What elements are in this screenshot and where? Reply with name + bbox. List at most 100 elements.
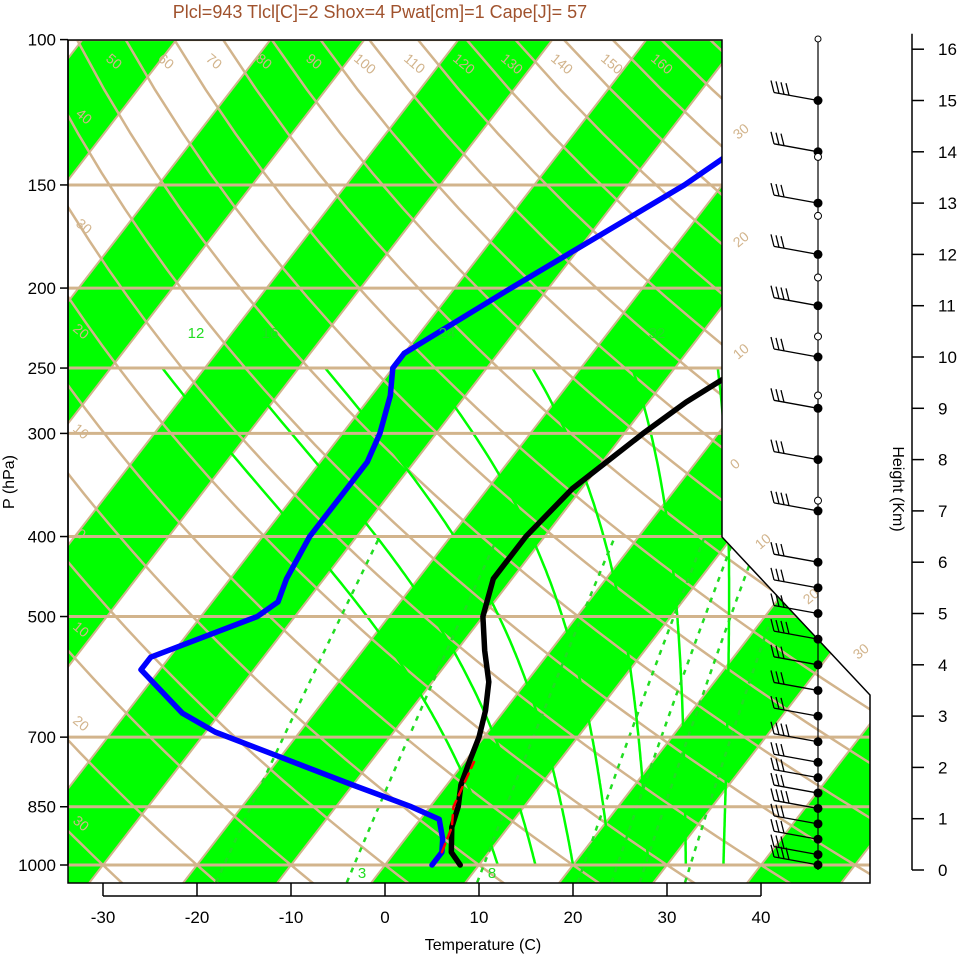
isotherm (736, 40, 870, 883)
wind-barb-flag (780, 389, 785, 403)
wind-barb-flag (780, 82, 785, 95)
dry-adiabat (75, 40, 870, 883)
wind-open-dot (814, 211, 822, 220)
pressure-tick-label: 100 (28, 31, 56, 50)
wind-barb-flag (780, 790, 785, 803)
mixing-ratio-label: 24 (439, 325, 456, 342)
wind-barb-flag (770, 695, 775, 709)
moist-adiabat (631, 367, 688, 865)
wind-barb (770, 644, 819, 666)
dry-adiabat (68, 40, 812, 883)
wind-barb-flag (780, 805, 785, 818)
wind-barb-shaft (773, 845, 819, 856)
mixing-ratio-label: 8 (488, 865, 496, 882)
height-tick-label: 7 (938, 502, 947, 521)
wind-barb (770, 439, 819, 461)
moist-adiabat (324, 367, 575, 866)
moist-adiabat (424, 367, 612, 866)
temperature-tick-label: 10 (470, 908, 489, 927)
wind-barb-flag (780, 287, 785, 300)
wind-barb (770, 131, 819, 153)
wind-barb-flag (775, 758, 780, 771)
wind-barb-flag (770, 834, 775, 847)
temperature-tick-label: 40 (752, 908, 771, 927)
wind-barb-flag (770, 670, 775, 683)
wind-barb-flag (770, 757, 775, 770)
pressure-tick-label: 150 (28, 176, 56, 195)
wind-barb-flag (770, 721, 775, 734)
wind-barb-flag (770, 772, 775, 786)
wind-barb-shaft (773, 815, 819, 825)
wind-barb-flag (785, 724, 790, 737)
wind-barb-flag (780, 759, 785, 772)
wind-barb-shaft (773, 707, 819, 717)
isotherm-label: 30 (850, 640, 872, 662)
wind-barb-flag (775, 568, 780, 581)
wind-profile (770, 35, 823, 870)
wind-barb-shaft (773, 769, 819, 779)
isotherm (68, 40, 465, 883)
temperature-band (549, 40, 870, 883)
wind-barb-shaft (773, 91, 819, 102)
wind-barb (770, 567, 819, 589)
wind-barb-flag (775, 542, 780, 556)
pressure-tick-label: 300 (28, 424, 56, 443)
wind-barb-flag (775, 491, 780, 504)
temperature-tick-label: 20 (564, 908, 583, 927)
wind-barb (770, 834, 819, 856)
wind-barb-flag (780, 846, 785, 859)
dry-adiabat (68, 40, 426, 883)
height-tick-label: 16 (938, 40, 957, 59)
wind-barb-shaft (773, 656, 819, 666)
wind-barb (770, 803, 819, 825)
wind-barb-flag (780, 133, 785, 146)
mixing-ratio-line (476, 536, 617, 883)
height-tick-label: 13 (938, 194, 957, 213)
height-tick-label: 3 (938, 707, 947, 726)
height-tick-label: 2 (938, 758, 947, 777)
isotherm-label: 100 (351, 50, 379, 77)
dry-adiabat (173, 40, 870, 883)
wind-barb-flag (770, 788, 775, 801)
wind-barb-shaft (773, 579, 819, 589)
wind-open-dot (814, 496, 822, 505)
wind-barb-shaft (773, 450, 819, 461)
wind-barb-flag (775, 286, 780, 299)
wind-barb-flag (780, 820, 785, 834)
isotherm-label: 20 (730, 228, 752, 250)
wind-barb-flag (770, 234, 775, 247)
wind-barb-flag (780, 569, 785, 582)
wind-open-dot (814, 391, 822, 400)
wind-barb-flag (780, 646, 785, 659)
wind-barb-flag (770, 819, 775, 832)
height-tick-label: 15 (938, 92, 957, 111)
parcel-line (440, 760, 476, 854)
dry-adiabat (68, 40, 330, 883)
wind-barb-flag (775, 81, 780, 94)
wind-barb-flag (775, 619, 780, 633)
wind-barb-flag (770, 844, 775, 858)
moist-adiabat (236, 367, 537, 866)
pressure-tick-label: 1000 (18, 856, 56, 875)
mixing-ratio-line (345, 535, 500, 883)
height-tick-label: 0 (938, 861, 947, 880)
wind-barb-shaft (773, 194, 819, 204)
temperature-band (68, 40, 559, 883)
wind-barb-flag (775, 440, 780, 453)
wind-barb-shaft (773, 733, 819, 743)
dry-adiabat (368, 40, 870, 883)
isotherm-label: 10 (70, 420, 92, 442)
height-tick-label: 6 (938, 553, 947, 572)
pressure-tick-label: 700 (28, 728, 56, 747)
isotherm (68, 40, 559, 883)
wind-barb (770, 285, 819, 307)
wind-barb-flag (775, 594, 780, 607)
wind-barb-flag (780, 595, 785, 608)
wind-barb (770, 844, 819, 866)
wind-barb-flag (775, 337, 780, 351)
mixing-ratio-line (576, 536, 706, 883)
isotherm-label: 0 (727, 455, 743, 472)
pressure-tick-label: 200 (28, 279, 56, 298)
mixing-ratio-line (610, 536, 736, 883)
wind-barb (770, 388, 819, 409)
